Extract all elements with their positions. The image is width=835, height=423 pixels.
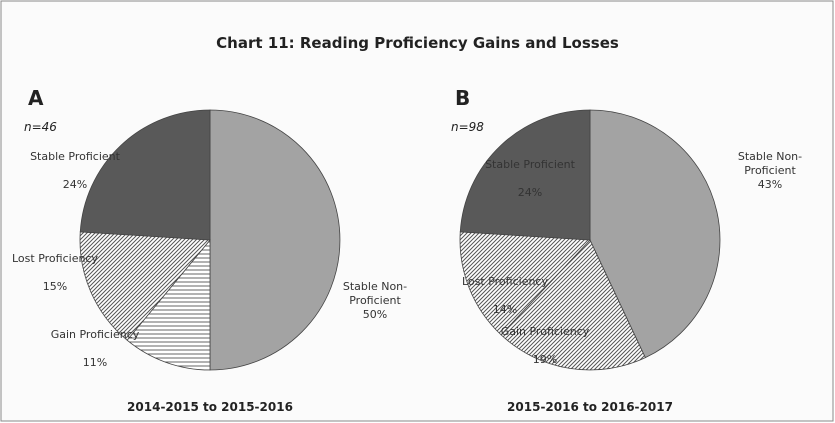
slice-label: Gain Proficiency — [50, 328, 140, 341]
x-label: 2015-2016 to 2016-2017 — [507, 400, 673, 414]
panel-label: B — [455, 86, 471, 110]
pie-slice — [79, 109, 211, 241]
slice-value: 24% — [517, 186, 543, 199]
slice-value: 19% — [532, 353, 558, 366]
panel-label: A — [28, 86, 44, 110]
pie-slice — [209, 109, 341, 371]
slice-label: Stable Proficient — [485, 158, 575, 171]
pie-slice — [589, 109, 721, 359]
slice-value: 14% — [492, 303, 518, 316]
slice-label: Lost Proficiency — [462, 275, 548, 288]
pie-slice — [459, 109, 591, 241]
slice-value: 24% — [62, 178, 88, 191]
slice-value: 15% — [42, 280, 68, 293]
slice-value: 50% — [362, 308, 388, 321]
slice-label: Gain Proficiency — [500, 325, 590, 338]
sample-size: n=46 — [24, 120, 57, 134]
x-label: 2014-2015 to 2015-2016 — [127, 400, 293, 414]
slice-value: 11% — [82, 356, 108, 369]
pie-slice — [459, 231, 591, 336]
title: Chart 11: Reading Proficiency Gains and … — [216, 34, 619, 52]
pie-slice — [126, 238, 211, 371]
slice-label: Stable Proficient — [30, 150, 120, 163]
slice-label: Stable Non-Proficient — [737, 150, 803, 177]
sample-size: n=98 — [451, 120, 484, 134]
pie-slice — [79, 231, 211, 341]
slice-label: Lost Proficiency — [12, 252, 98, 265]
slice-value: 43% — [757, 178, 783, 191]
slice-label: Stable Non-Proficient — [342, 280, 408, 307]
pie-slice — [500, 239, 646, 371]
